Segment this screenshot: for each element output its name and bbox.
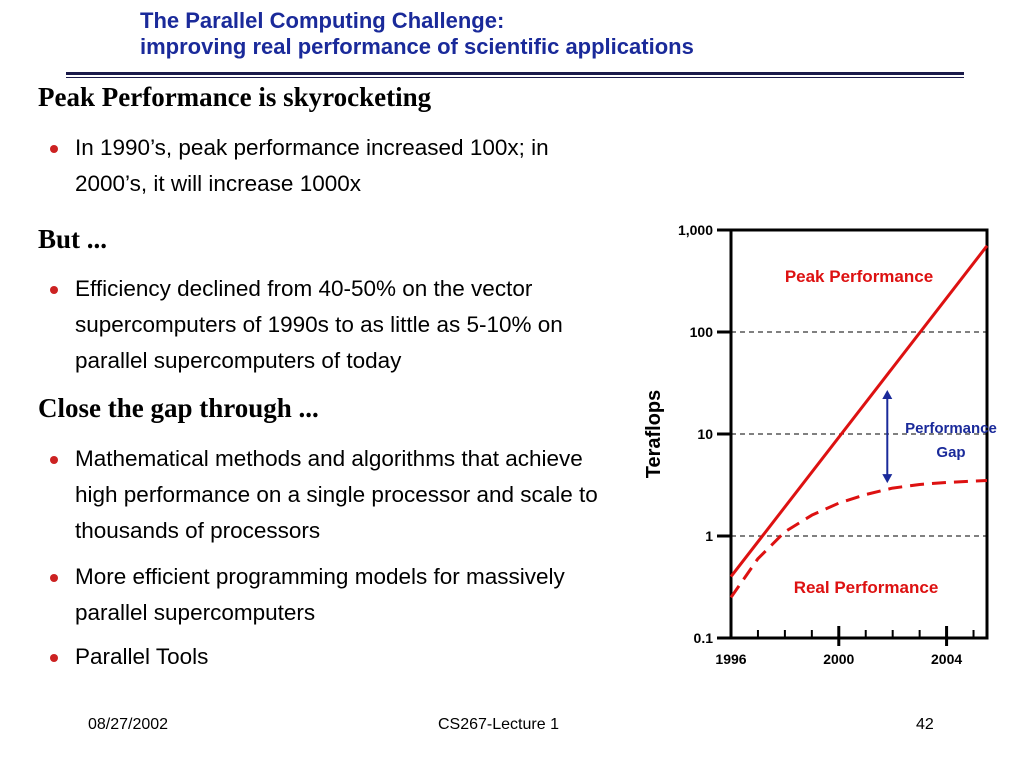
y-tick-label: 1 bbox=[705, 528, 713, 544]
bullet-peak-1: In 1990’s, peak performance increased 10… bbox=[50, 130, 620, 202]
bullet-close-2: More efficient programming models for ma… bbox=[50, 559, 620, 631]
bullet-dot bbox=[50, 574, 58, 582]
bullet-dot bbox=[50, 654, 58, 662]
bullet-text: Efficiency declined from 40-50% on the v… bbox=[75, 276, 563, 373]
peak-performance-label: Peak Performance bbox=[785, 267, 933, 286]
y-tick-label: 1,000 bbox=[678, 222, 713, 238]
bullet-but-1: Efficiency declined from 40-50% on the v… bbox=[50, 271, 620, 379]
peak-performance-line bbox=[729, 244, 989, 578]
slide-title: The Parallel Computing Challenge: improv… bbox=[140, 8, 694, 60]
section-heading-peak: Peak Performance is skyrocketing bbox=[38, 82, 432, 112]
bullet-dot bbox=[50, 145, 58, 153]
gap-arrow-head-up bbox=[882, 390, 893, 400]
title-line-2: improving real performance of scientific… bbox=[140, 34, 694, 59]
real-performance-line bbox=[729, 479, 988, 599]
bullet-close-3: Parallel Tools bbox=[50, 639, 620, 675]
y-tick-label: 100 bbox=[690, 324, 714, 340]
y-tick-label: 0.1 bbox=[694, 630, 714, 646]
bullet-dot bbox=[50, 456, 58, 464]
performance-gap-label-2: Gap bbox=[936, 444, 965, 461]
bullet-text: More efficient programming models for ma… bbox=[75, 564, 565, 625]
y-tick-label: 10 bbox=[697, 426, 713, 442]
x-tick-label: 2004 bbox=[931, 651, 962, 667]
title-line-1: The Parallel Computing Challenge: bbox=[140, 8, 505, 33]
section-heading-but: But ... bbox=[38, 224, 108, 254]
footer-date: 08/27/2002 bbox=[88, 716, 169, 733]
title-rule bbox=[66, 72, 964, 75]
footer-course: CS267-Lecture 1 bbox=[438, 716, 559, 733]
real-performance-label: Real Performance bbox=[794, 578, 939, 597]
bullet-text: Mathematical methods and algorithms that… bbox=[75, 446, 598, 543]
performance-gap-label: Performance bbox=[905, 420, 997, 437]
title-rule-thin bbox=[66, 77, 964, 78]
x-tick-label: 2000 bbox=[823, 651, 854, 667]
performance-chart: 0.1 1 10 100 1,000 1996 2000 2004 Teraflops Peak … bbox=[643, 222, 997, 667]
y-axis-label: Teraflops bbox=[643, 390, 665, 479]
bullet-close-1: Mathematical methods and algorithms that… bbox=[50, 441, 620, 549]
gap-arrow-head-down bbox=[882, 474, 893, 484]
section-heading-close-gap: Close the gap through ... bbox=[38, 393, 319, 423]
footer-page-number: 42 bbox=[916, 716, 934, 733]
bullet-text: Parallel Tools bbox=[75, 644, 209, 669]
bullet-dot bbox=[50, 286, 58, 294]
x-tick-label: 1996 bbox=[715, 651, 746, 667]
bullet-text: In 1990’s, peak performance increased 10… bbox=[75, 135, 549, 196]
